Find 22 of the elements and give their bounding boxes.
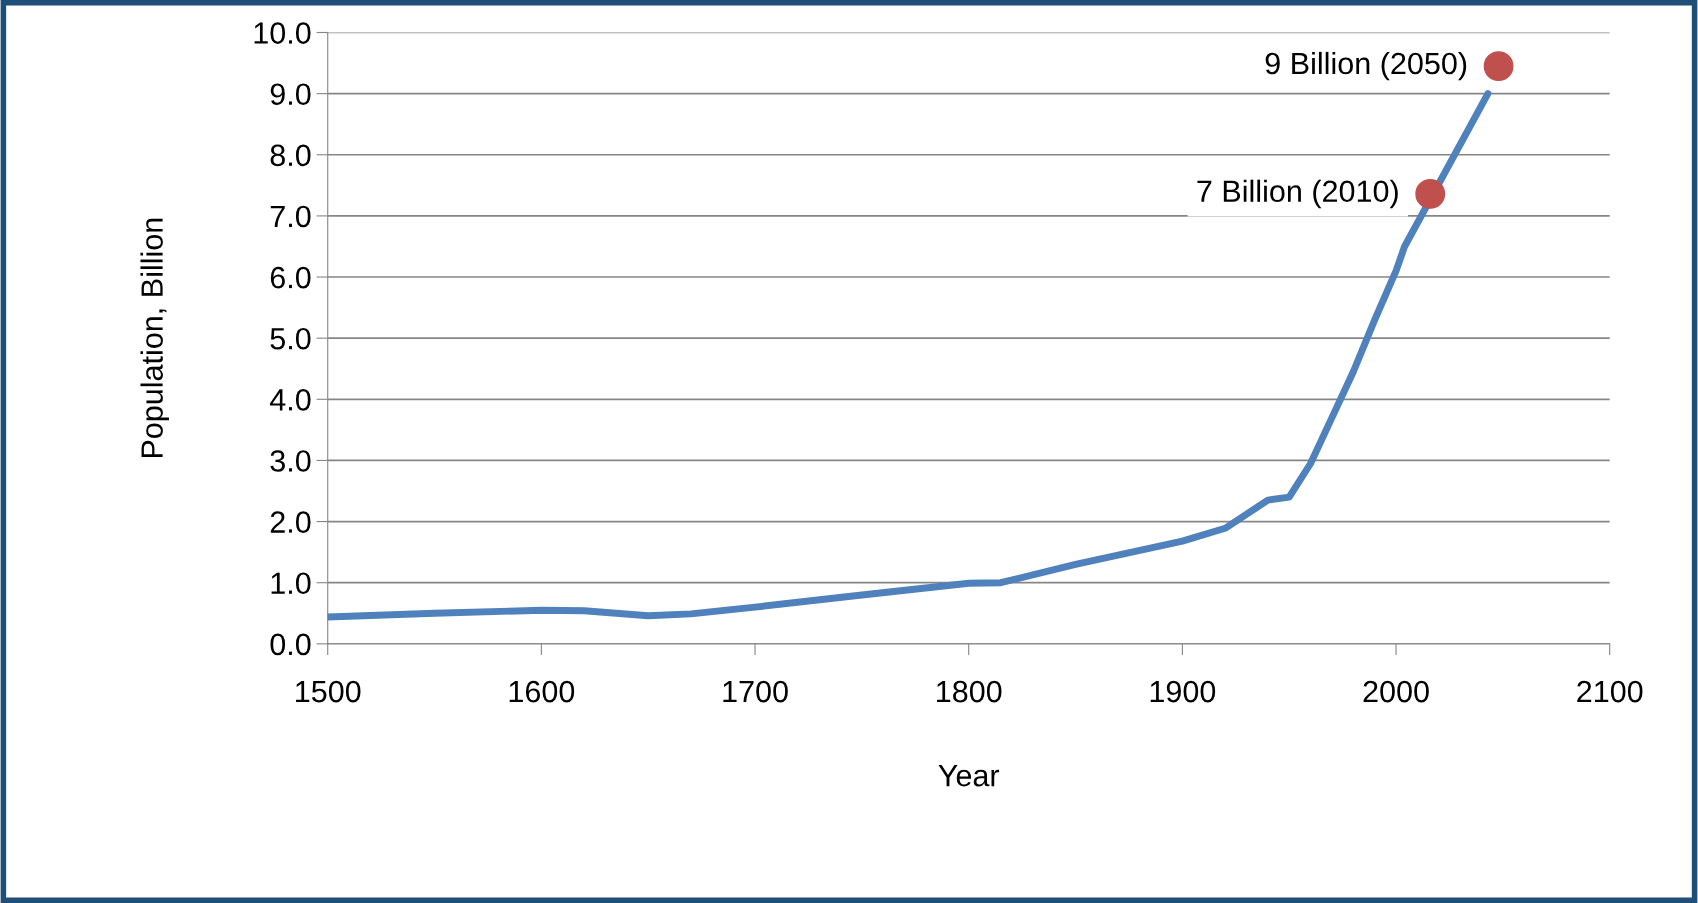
y-tick-label: 9.0 [270,83,311,106]
y-axis-title: Population, Billion [140,218,169,458]
y-tick-label: 3.0 [270,450,311,472]
annotation: 9 Billion (2050) [1265,51,1467,81]
x-tick-label: 1900 [1150,680,1216,703]
y-tick-label: 7.0 [270,205,311,228]
x-tick-label: 2000 [1363,680,1429,703]
x-tick-label: 1700 [723,680,788,703]
x-axis-title: Year [938,765,1000,787]
x-tick-label: 2100 [1577,680,1643,703]
y-tick-label: 5.0 [270,327,311,350]
x-tick-label: 1500 [296,680,361,703]
y-tick-label: 0.0 [270,633,311,656]
x-tick-label: 1800 [937,680,1002,703]
annotation: 7 Billion (2010) [1197,179,1398,209]
y-tick-label: 10.0 [254,22,311,44]
y-tick-label: 2.0 [270,511,311,533]
y-tick-label: 4.0 [269,389,311,411]
x-tick-label: 1600 [509,680,575,703]
y-tick-label: 1.0 [271,572,311,595]
y-tick-label: 6.0 [270,266,311,289]
y-tick-label: 8.0 [270,144,311,167]
